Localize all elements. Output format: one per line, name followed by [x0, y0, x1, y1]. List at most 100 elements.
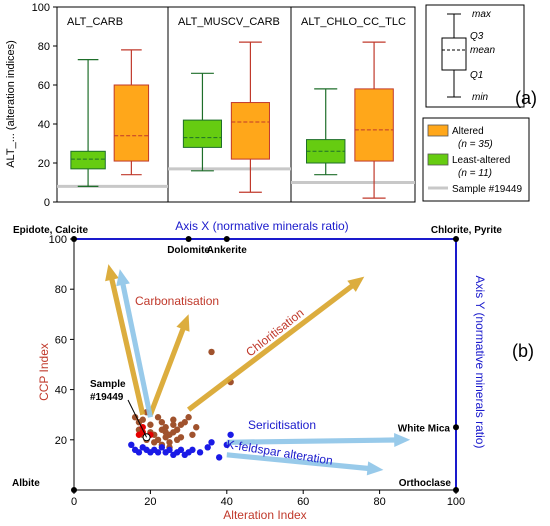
- y-tick-label-a: 40: [38, 119, 50, 131]
- data-point: [181, 419, 188, 426]
- data-point: [147, 421, 154, 428]
- trend-label-sericitisation: Sericitisation: [248, 418, 316, 432]
- box-key: max Q3 mean Q1 min: [425, 4, 525, 108]
- legend-sample-label: Sample #19449: [452, 184, 522, 195]
- data-point: [135, 431, 143, 438]
- x-tick-label-b: 40: [221, 496, 233, 508]
- legend-altered-n: (n = 35): [458, 139, 493, 150]
- data-point: [193, 424, 200, 431]
- mineral-marker: [453, 424, 459, 431]
- data-point: [177, 434, 185, 441]
- key-mean-label: mean: [470, 45, 495, 56]
- x-tick-label-b: 80: [373, 496, 385, 508]
- legend-altered-label: Altered: [452, 126, 484, 137]
- data-point: [170, 429, 177, 436]
- trend-arrows: [105, 264, 411, 476]
- legend-frame: [422, 117, 530, 202]
- trend-arrow: [116, 269, 153, 418]
- series-least-altered: [128, 431, 234, 461]
- data-point: [162, 434, 169, 441]
- corner-marker: [71, 487, 77, 493]
- y-tick-label-b: 60: [55, 334, 67, 346]
- legend-altered-swatch: [427, 124, 449, 137]
- data-point: [196, 449, 204, 456]
- box-least: [70, 150, 106, 170]
- data-point: [128, 441, 135, 449]
- y-tick-label-a: 100: [32, 2, 50, 14]
- data-point: [154, 449, 162, 456]
- data-point: [208, 439, 215, 446]
- legend-least-swatch: [427, 153, 449, 166]
- ticks-b: 0 20 40 60 80 100 20 40 60 80 100: [49, 234, 466, 508]
- trend-label-carbonatisation: Carbonatisation: [135, 294, 219, 308]
- sample-pointer: [127, 399, 148, 438]
- panel-label-b: (b): [512, 341, 534, 361]
- data-point: [166, 446, 173, 454]
- panel-label-a: (a): [515, 88, 537, 108]
- data-point: [131, 414, 139, 421]
- data-point: [158, 444, 166, 451]
- y-tick-label-b: 20: [55, 435, 67, 447]
- data-point: [215, 454, 223, 461]
- y-axis-label-b: CCP Index: [37, 343, 51, 401]
- data-point: [170, 421, 177, 428]
- box-group: ALT_MUSCV_CARB: [168, 16, 291, 193]
- corner-marker: [453, 487, 459, 493]
- y-tick-label-a: 0: [44, 197, 50, 209]
- trend-arrow: [148, 314, 190, 416]
- y-ticks-a: 0 20 40 60 80 100: [32, 2, 57, 209]
- data-point: [204, 444, 211, 451]
- key-frame: [425, 4, 525, 108]
- y2-axis-label: Axis Y (normative minerals ratio): [473, 276, 487, 449]
- trend-arrow: [187, 276, 365, 412]
- x-axis-label-b: Alteration Index: [223, 508, 306, 522]
- mineral-label: Dolomite: [167, 245, 210, 256]
- group-name: ALT_CARB: [67, 16, 123, 28]
- trend-arrow: [226, 452, 384, 476]
- y-tick-label-a: 60: [38, 80, 50, 92]
- mineral-marker: [223, 236, 230, 242]
- sample-label-line2: #19449: [90, 392, 124, 403]
- trend-arrow: [226, 433, 411, 447]
- group-name: ALT_MUSCV_CARB: [178, 16, 280, 28]
- box-altered: [230, 102, 270, 160]
- corner-bottom-right: Orthoclase: [399, 478, 452, 489]
- key-q3-label: Q3: [470, 31, 484, 42]
- x-tick-label-b: 20: [144, 496, 156, 508]
- corner-top-right: Chlorite, Pyrite: [431, 225, 503, 236]
- data-point: [154, 414, 162, 421]
- data-point: [139, 416, 146, 423]
- corner-marker: [453, 236, 459, 242]
- data-point: [166, 439, 173, 446]
- panel-b: Axis X (normative minerals ratio) CCP In…: [12, 219, 534, 522]
- trend-arrow: [105, 264, 146, 416]
- data-point: [189, 431, 196, 438]
- mineral-label: Ankerite: [207, 245, 247, 256]
- key-max-label: max: [472, 9, 492, 20]
- corner-marker: [71, 236, 77, 242]
- box-altered: [354, 88, 394, 162]
- corner-bottom-left: Albite: [12, 478, 40, 489]
- key-min-label: min: [472, 92, 489, 103]
- data-point: [158, 419, 166, 426]
- data-point: [162, 429, 169, 436]
- x-tick-label-b: 0: [71, 496, 77, 508]
- data-point: [170, 416, 177, 423]
- box-group: ALT_CHLO_CC_TLC: [291, 16, 415, 199]
- y-tick-label-b: 80: [55, 284, 67, 296]
- legend-a: Altered (n = 35) Least-altered (n = 11) …: [422, 117, 530, 202]
- data-point: [135, 449, 143, 456]
- data-point: [189, 446, 196, 454]
- trend-label-chloritisation: Chloritisation: [243, 306, 306, 360]
- mineral-label: White Mica: [398, 423, 451, 434]
- y-axis-label-a: ALT_... (alteration indices): [5, 40, 17, 168]
- boxplot-frame: [56, 6, 416, 203]
- data-point: [151, 439, 158, 446]
- y-tick-label-a: 20: [38, 158, 50, 170]
- corner-top-left: Epidote, Calcite: [13, 225, 88, 236]
- mineral-marker: [185, 236, 192, 242]
- data-point: [227, 431, 234, 438]
- legend-least-label: Least-altered: [452, 155, 510, 166]
